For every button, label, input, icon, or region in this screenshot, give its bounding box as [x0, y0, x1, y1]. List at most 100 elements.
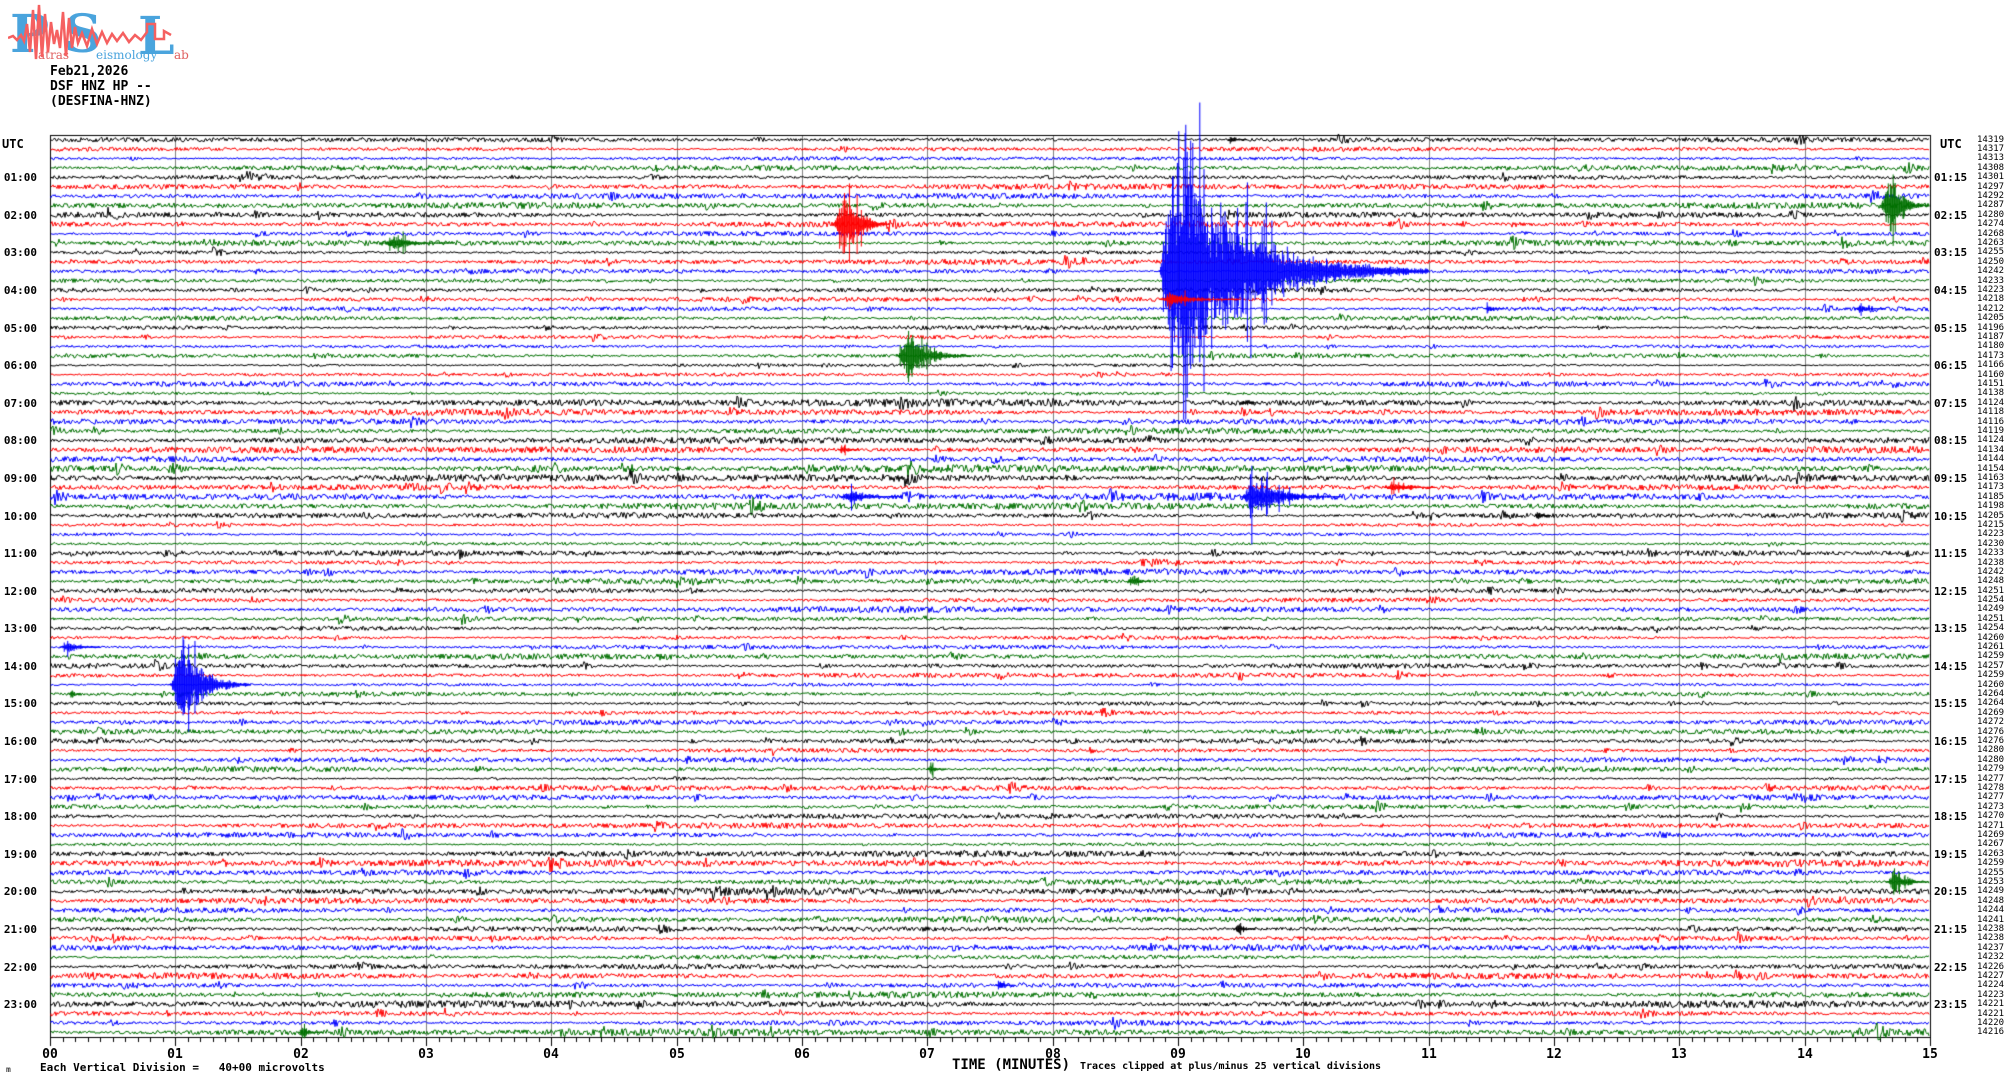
right-hour-label: 04:15	[1934, 284, 1968, 297]
right-trace-number: 14227	[1977, 971, 2005, 981]
left-hour-label: 07:00	[3, 397, 37, 410]
right-hour-label: 20:15	[1934, 885, 1968, 898]
left-hour-label: 16:00	[3, 735, 37, 748]
psl-logo: P atras S eismology L ab	[7, 2, 198, 67]
right-trace-number: 14251	[1977, 586, 2005, 596]
right-trace-number: 14223	[1977, 529, 2005, 539]
right-hour-label: 09:15	[1934, 472, 1968, 485]
right-trace-number: 14264	[1977, 689, 2005, 699]
right-hour-label: 11:15	[1934, 547, 1968, 560]
right-trace-number: 14134	[1977, 445, 2005, 455]
minute-axis-label: 05	[669, 1047, 685, 1062]
right-trace-number: 14248	[1977, 896, 2005, 906]
right-trace-number: 14196	[1977, 323, 2005, 333]
right-trace-number: 14215	[1977, 520, 2005, 530]
minute-axis-label: 09	[1170, 1047, 1186, 1062]
left-hour-label: 14:00	[3, 660, 37, 673]
right-trace-number: 14118	[1977, 407, 2005, 417]
minute-axis-label: 08	[1045, 1047, 1061, 1062]
logo-text-eismology: eismology	[96, 48, 157, 62]
left-hour-label: 12:00	[3, 585, 37, 598]
left-hour-label: 11:00	[3, 547, 37, 560]
right-trace-number: 14160	[1977, 370, 2005, 380]
right-trace-number: 14255	[1977, 868, 2005, 878]
left-hour-label: 05:00	[3, 322, 37, 335]
header-channel: DSF HNZ HP --	[50, 79, 152, 94]
seismogram-zigzag-icon	[7, 4, 172, 60]
right-trace-number: 14263	[1977, 238, 2005, 248]
right-trace-number: 14269	[1977, 708, 2005, 718]
right-trace-number: 14248	[1977, 576, 2005, 586]
right-trace-number: 14277	[1977, 792, 2005, 802]
right-trace-number: 14274	[1977, 219, 2005, 229]
right-trace-number: 14187	[1977, 332, 2005, 342]
right-trace-number: 14257	[1977, 661, 2005, 671]
right-hour-label: 13:15	[1934, 622, 1968, 635]
right-hour-label: 23:15	[1934, 998, 1968, 1011]
logo-text-atras: atras	[38, 48, 69, 62]
left-hour-label: 03:00	[3, 246, 37, 259]
right-trace-number: 14151	[1977, 379, 2005, 389]
right-trace-number: 14241	[1977, 915, 2005, 925]
right-trace-number: 14180	[1977, 341, 2005, 351]
right-trace-number: 14308	[1977, 163, 2005, 173]
right-hour-label: 02:15	[1934, 209, 1968, 222]
right-hour-label: 03:15	[1934, 246, 1968, 259]
right-hour-label: 17:15	[1934, 773, 1968, 786]
right-trace-number: 14287	[1977, 200, 2005, 210]
right-hour-label: 07:15	[1934, 397, 1968, 410]
right-trace-number: 14119	[1977, 426, 2005, 436]
right-trace-number: 14260	[1977, 680, 2005, 690]
right-trace-number: 14249	[1977, 604, 2005, 614]
right-trace-number: 14301	[1977, 172, 2005, 182]
right-trace-number: 14278	[1977, 783, 2005, 793]
right-trace-number: 14233	[1977, 276, 2005, 286]
right-trace-number: 14223	[1977, 285, 2005, 295]
right-trace-number: 14277	[1977, 774, 2005, 784]
right-trace-number: 14254	[1977, 623, 2005, 633]
utc-label-right: UTC	[1940, 137, 1962, 151]
right-trace-number: 14269	[1977, 830, 2005, 840]
right-trace-number: 14238	[1977, 933, 2005, 943]
right-trace-number: 14154	[1977, 464, 2005, 474]
right-trace-number: 14259	[1977, 670, 2005, 680]
right-trace-number: 14280	[1977, 755, 2005, 765]
logo-text-ab: ab	[174, 48, 189, 62]
right-hour-label: 15:15	[1934, 697, 1968, 710]
right-trace-number: 14313	[1977, 153, 2005, 163]
right-trace-number: 14166	[1977, 360, 2005, 370]
right-trace-number: 14267	[1977, 839, 2005, 849]
right-trace-number: 14124	[1977, 398, 2005, 408]
right-trace-number: 14238	[1977, 924, 2005, 934]
right-trace-number: 14292	[1977, 191, 2005, 201]
right-trace-number: 14261	[1977, 642, 2005, 652]
right-trace-number: 14205	[1977, 511, 2005, 521]
clip-note: Traces clipped at plus/minus 25 vertical…	[1080, 1061, 1382, 1072]
right-hour-label: 21:15	[1934, 923, 1968, 936]
right-trace-number: 14233	[1977, 548, 2005, 558]
right-trace-number: 14124	[1977, 435, 2005, 445]
right-trace-number: 14297	[1977, 182, 2005, 192]
minute-axis-label: 02	[293, 1047, 309, 1062]
header-station: (DESFINA-HNZ)	[50, 94, 152, 109]
right-hour-label: 19:15	[1934, 848, 1968, 861]
right-trace-number: 14138	[1977, 388, 2005, 398]
left-hour-label: 10:00	[3, 510, 37, 523]
right-trace-number: 14230	[1977, 539, 2005, 549]
scale-note: Each Vertical Division = 40+00 microvolt…	[40, 1061, 325, 1074]
right-trace-number: 14280	[1977, 745, 2005, 755]
right-hour-label: 18:15	[1934, 810, 1968, 823]
right-hour-label: 08:15	[1934, 434, 1968, 447]
header-date: Feb21,2026	[50, 64, 129, 79]
right-trace-number: 14273	[1977, 802, 2005, 812]
minute-axis-label: 14	[1797, 1047, 1813, 1062]
right-trace-number: 14271	[1977, 821, 2005, 831]
right-hour-label: 16:15	[1934, 735, 1968, 748]
right-trace-number: 14279	[1977, 764, 2005, 774]
right-trace-number: 14250	[1977, 257, 2005, 267]
x-axis-title: TIME (MINUTES)	[952, 1057, 1071, 1073]
left-hour-label: 18:00	[3, 810, 37, 823]
left-hour-label: 17:00	[3, 773, 37, 786]
left-hour-label: 02:00	[3, 209, 37, 222]
